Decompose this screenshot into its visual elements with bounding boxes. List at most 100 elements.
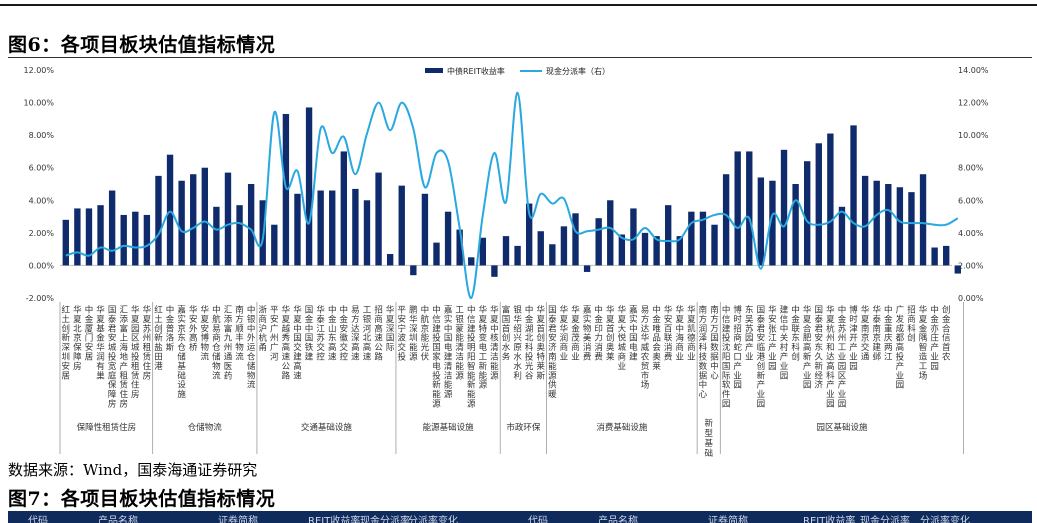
bar xyxy=(363,200,371,266)
category-label: 中金亦庄产业园 xyxy=(930,305,939,372)
bar xyxy=(525,203,533,266)
bar xyxy=(201,167,208,266)
bar xyxy=(618,234,626,266)
bar xyxy=(896,187,904,266)
category-label: 华夏凯德商业 xyxy=(687,305,696,363)
bar xyxy=(583,265,591,272)
bar xyxy=(560,226,568,266)
category-label: 华夏南京交通 xyxy=(861,305,870,363)
legend-bar-label: 中债REIT收益率 xyxy=(447,66,505,76)
category-label: 中金联东科创 xyxy=(791,305,800,363)
figure-title-rule xyxy=(8,57,1032,58)
category-label: 博时津开产业园 xyxy=(849,305,858,372)
bar xyxy=(885,184,892,266)
bar xyxy=(224,172,232,266)
category-label: 国泰君安临港创新产业园 xyxy=(757,306,766,410)
bar xyxy=(62,219,69,266)
category-label: 华夏中海商业 xyxy=(676,305,685,363)
bar xyxy=(340,151,348,266)
bar xyxy=(630,208,637,266)
category-label: 鹏华深圳能源 xyxy=(409,305,418,363)
bar xyxy=(734,151,741,266)
table-header-cell: 证券简称 xyxy=(708,516,748,523)
bar xyxy=(433,242,440,266)
bar xyxy=(850,125,857,266)
category-label: 中金普洛斯 xyxy=(166,305,175,354)
category-label: 富国首创水务 xyxy=(502,305,511,363)
bar xyxy=(838,206,846,266)
top-rule xyxy=(0,4,1037,6)
bar xyxy=(468,257,475,266)
category-label: 工银蒙能清洁能源 xyxy=(455,306,464,382)
bar xyxy=(421,193,429,266)
category-label: 广发成都高投产业园 xyxy=(896,305,905,391)
legend-bar-swatch xyxy=(425,68,443,73)
category-label: 华安外高桥 xyxy=(189,305,198,354)
category-label: 中信建投沈阳国际软件园 xyxy=(722,305,731,410)
category-label: 华夏金茂商业 xyxy=(571,305,580,363)
bar xyxy=(711,224,718,266)
bar xyxy=(398,185,405,266)
category-label: 中金重庆两江 xyxy=(884,305,893,363)
table-header-strip: 代码 产品名称 证券简称 REIT收益率 现金分派率 分派率变化 代码 产品名称 证券简称 REI… xyxy=(8,511,1032,523)
y-left-tick-label: 2.00% xyxy=(29,229,55,238)
category-label: 嘉实京东仓储基础设施 xyxy=(177,305,186,401)
category-label: 中金印力消费 xyxy=(594,305,603,363)
bar xyxy=(514,245,521,266)
bar xyxy=(664,205,672,266)
category-label: 华夏大悦城商业 xyxy=(618,305,627,372)
category-label: 华夏越秀高速公路 xyxy=(282,305,291,382)
bar xyxy=(352,188,359,266)
category-label: 华夏首创奥特莱斯 xyxy=(536,305,545,382)
category-label: 嘉实中国电建清洁能源 xyxy=(444,305,453,401)
group-label: 园区基础设施 xyxy=(816,422,868,433)
y-left-tick-label: 4.00% xyxy=(29,196,55,205)
bar xyxy=(943,245,950,266)
bar xyxy=(132,211,139,266)
category-label: 国金中国铁建 xyxy=(305,306,314,363)
bar xyxy=(549,244,556,266)
group-label: 消费基础设施 xyxy=(596,422,648,433)
bar xyxy=(676,236,683,266)
bar xyxy=(815,143,822,266)
category-label: 中金山东高速 xyxy=(328,305,337,363)
category-label: 易方达深高速 xyxy=(351,306,360,363)
category-label: 华夏苏州租赁住房 xyxy=(143,305,152,382)
bar xyxy=(444,211,452,266)
table-header-cell: 产品名称 xyxy=(98,516,138,523)
y-right-tick-label: 0.00% xyxy=(958,294,984,303)
bar xyxy=(746,151,753,266)
category-label: 华夏金隅智造工场 xyxy=(919,305,928,382)
data-source: 数据来源：Wind，国泰海通证券研究 xyxy=(8,461,258,479)
bar xyxy=(572,213,579,266)
category-label: 国泰君安城投宽庭保障房 xyxy=(108,306,117,410)
bar xyxy=(166,154,174,266)
bar xyxy=(305,107,313,266)
table-header-cell: 现金分派率 xyxy=(860,516,910,523)
valuation-chart: -2.00% 0.00% 2.00% 4.00% 6.00% 8.00% 10.00% 12.… xyxy=(23,66,988,458)
category-label: 南方顺丰物流 xyxy=(235,305,244,363)
bar xyxy=(386,254,394,266)
bar xyxy=(595,218,602,266)
bar xyxy=(491,265,498,277)
category-label: 博时招商蛇口产业园 xyxy=(733,305,742,391)
category-label: 创金合信首农 xyxy=(942,305,951,363)
table-header-cell: 现金分派率 xyxy=(360,516,410,523)
bar xyxy=(143,214,151,266)
category-label: 国泰君安东久新经济 xyxy=(815,306,824,391)
y-right-tick-label: 2.00% xyxy=(958,261,984,270)
group-label: 交通基础设施 xyxy=(301,422,353,433)
bar xyxy=(919,174,927,266)
category-label: 华夏园区城投租赁住房 xyxy=(131,305,140,401)
bar xyxy=(294,193,301,266)
category-label: 汇添富九州通医药 xyxy=(224,306,233,382)
table-header-cell: 分派率变化 xyxy=(920,516,970,523)
category-label: 建信中关村产业园 xyxy=(780,305,789,382)
y-left-tick-label: 12.00% xyxy=(23,66,54,75)
table-header-cell: 分派率变化 xyxy=(408,516,458,523)
category-label: 华安百联消费 xyxy=(664,305,673,363)
category-label: 中航易商仓储物流 xyxy=(212,305,221,382)
category-label: 中金苏州工业园区产业园 xyxy=(838,305,847,410)
bar xyxy=(757,177,765,266)
category-label: 东吴苏园产业 xyxy=(745,305,754,363)
